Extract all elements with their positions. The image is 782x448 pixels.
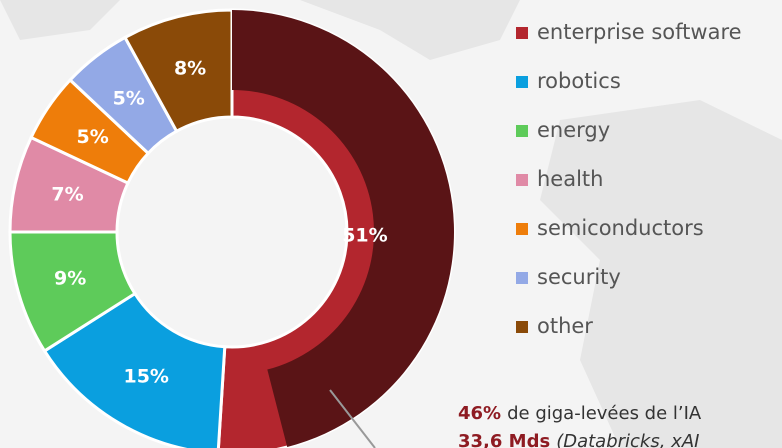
legend-swatch <box>516 174 528 186</box>
slice-label: 8% <box>174 57 206 79</box>
slice-label: 5% <box>113 87 145 109</box>
slice-label: 7% <box>51 184 83 206</box>
slice-label: 51% <box>342 225 387 247</box>
legend-swatch <box>516 321 528 333</box>
legend-swatch <box>516 76 528 88</box>
detail-value: 33,6 Mds <box>458 431 550 448</box>
annotation-value: 46% <box>458 403 501 424</box>
annotation-detail: 33,6 Mds (Databricks, xAI <box>458 431 699 448</box>
slice-label: 9% <box>54 268 86 290</box>
detail-text: (Databricks, xAI <box>556 431 699 448</box>
annotation: 46% de giga-levées de l’IA <box>458 403 702 424</box>
annotation-line <box>329 389 376 448</box>
legend-label: energy <box>537 118 610 142</box>
legend-swatch <box>516 272 528 284</box>
legend-label: enterprise software <box>537 20 742 44</box>
annotation-text: de giga-levées de l’IA <box>507 403 702 424</box>
legend-label: security <box>537 265 621 289</box>
legend-swatch <box>516 27 528 39</box>
legend-swatch <box>516 125 528 137</box>
legend-label: health <box>537 167 603 191</box>
slice-label: 15% <box>123 366 168 388</box>
legend-label: semiconductors <box>537 216 704 240</box>
legend-label: other <box>537 314 593 338</box>
highlight-arc <box>232 10 455 448</box>
legend-label: robotics <box>537 69 621 93</box>
legend-swatch <box>516 223 528 235</box>
slice-label: 5% <box>77 126 109 148</box>
